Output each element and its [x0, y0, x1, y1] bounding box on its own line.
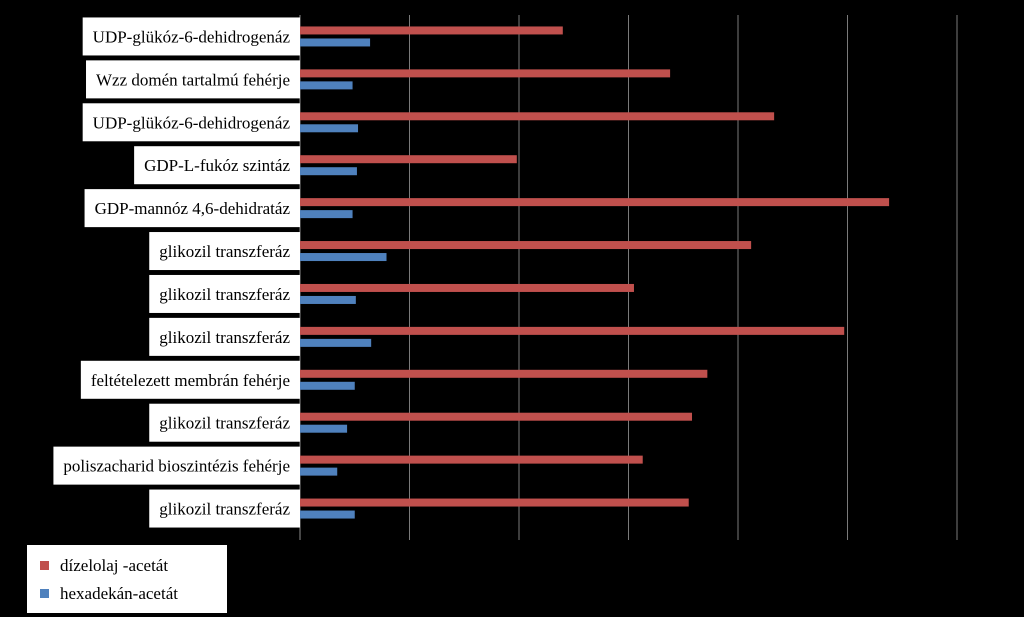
- legend-swatch-2: [40, 589, 49, 598]
- label-background: [86, 60, 300, 99]
- label-background: [53, 446, 300, 485]
- bar-dizelolaj-8: [300, 326, 845, 335]
- category-label-box: poliszacharid bioszintézis fehérje: [53, 446, 300, 485]
- bar-dizelolaj-11: [300, 455, 643, 464]
- category-label-box: GDP-L-fukóz szintáz: [134, 146, 300, 185]
- category-label: glikozil transzferáz: [159, 500, 290, 519]
- category-label-box: glikozil transzferáz: [149, 274, 300, 313]
- legend-label-1: dízelolaj -acetát: [60, 556, 168, 575]
- label-background: [149, 403, 300, 442]
- bar-hexadekan-5: [300, 210, 353, 219]
- category-label-box: GDP-mannóz 4,6-dehidratáz: [84, 189, 300, 228]
- bar-hexadekan-2: [300, 81, 353, 90]
- bar-dizelolaj-3: [300, 112, 775, 121]
- bar-hexadekan-6: [300, 253, 387, 262]
- bar-dizelolaj-6: [300, 241, 752, 250]
- bar-hexadekan-7: [300, 295, 356, 304]
- category-label-box: UDP-glükóz-6-dehidrogenáz: [82, 103, 300, 142]
- bar-dizelolaj-7: [300, 283, 634, 292]
- legend-swatch-1: [40, 561, 49, 570]
- label-background: [80, 360, 300, 399]
- bar-hexadekan-9: [300, 381, 355, 390]
- bars: [300, 26, 890, 519]
- label-background: [82, 17, 300, 56]
- bar-hexadekan-3: [300, 124, 359, 133]
- bar-dizelolaj-9: [300, 369, 708, 378]
- legend-label-2: hexadekán-acetát: [60, 584, 178, 603]
- category-label-box: glikozil transzferáz: [149, 403, 300, 442]
- category-label: GDP-L-fukóz szintáz: [144, 156, 290, 175]
- legend: dízelolaj -acetát hexadekán-acetát: [27, 545, 227, 613]
- bar-hexadekan-10: [300, 424, 348, 433]
- category-label-box: feltételezett membrán fehérje: [80, 360, 300, 399]
- bar-dizelolaj-1: [300, 26, 563, 35]
- label-background: [149, 232, 300, 271]
- bar-dizelolaj-10: [300, 412, 693, 421]
- category-label: UDP-glükóz-6-dehidrogenáz: [93, 113, 291, 132]
- category-label: GDP-mannóz 4,6-dehidratáz: [95, 199, 291, 218]
- category-label-box: UDP-glükóz-6-dehidrogenáz: [82, 17, 300, 56]
- bar-dizelolaj-4: [300, 155, 517, 164]
- category-label: feltételezett membrán fehérje: [91, 371, 290, 390]
- label-background: [149, 274, 300, 313]
- bar-dizelolaj-5: [300, 198, 890, 207]
- category-label-box: glikozil transzferáz: [149, 317, 300, 356]
- bar-dizelolaj-2: [300, 69, 671, 78]
- category-label: glikozil transzferáz: [159, 414, 290, 433]
- category-label: glikozil transzferáz: [159, 328, 290, 347]
- category-label: poliszacharid bioszintézis fehérje: [63, 457, 290, 476]
- bar-hexadekan-11: [300, 467, 338, 476]
- category-label-box: glikozil transzferáz: [149, 232, 300, 271]
- category-label: glikozil transzferáz: [159, 285, 290, 304]
- label-background: [82, 103, 300, 142]
- category-label-box: Wzz domén tartalmú fehérje: [86, 60, 300, 99]
- legend-background: [27, 545, 227, 613]
- category-label: UDP-glükóz-6-dehidrogenáz: [93, 27, 291, 46]
- label-background: [134, 146, 300, 185]
- label-background: [149, 489, 300, 528]
- category-label: glikozil transzferáz: [159, 242, 290, 261]
- category-label: Wzz domén tartalmú fehérje: [96, 70, 290, 89]
- category-label-box: glikozil transzferáz: [149, 489, 300, 528]
- bar-hexadekan-4: [300, 167, 357, 176]
- bar-dizelolaj-12: [300, 498, 689, 507]
- legend-box: dízelolaj -acetát hexadekán-acetát: [27, 545, 227, 613]
- grid: [299, 15, 958, 540]
- label-background: [149, 317, 300, 356]
- bar-hexadekan-8: [300, 338, 372, 347]
- bar-hexadekan-12: [300, 510, 355, 519]
- label-background: [84, 189, 300, 228]
- category-labels: UDP-glükóz-6-dehidrogenáz Wzz domén tarta…: [53, 17, 300, 528]
- bar-hexadekan-1: [300, 38, 371, 47]
